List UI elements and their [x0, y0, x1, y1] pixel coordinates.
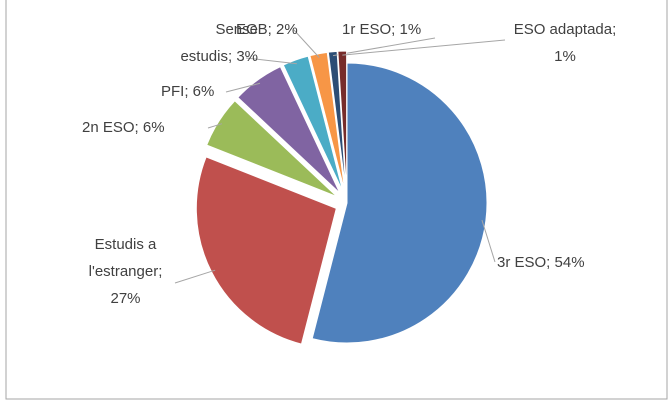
- pie-slice: [327, 50, 347, 192]
- leader-line: [332, 37, 436, 57]
- pie-slice: [237, 65, 341, 194]
- data-label: EGB; 2%: [236, 21, 298, 38]
- leader-line: [225, 82, 261, 93]
- data-label: Sense estudis; 3%: [180, 21, 258, 65]
- data-label: 1r ESO; 1%: [342, 21, 422, 38]
- pie-slice: [337, 50, 348, 192]
- data-label: 2n ESO; 6%: [82, 119, 165, 136]
- pie-slice: [309, 51, 346, 192]
- data-label: 3r ESO; 54%: [497, 254, 585, 271]
- data-label: Estudis a l'estranger; 27%: [88, 236, 163, 307]
- data-label: ESO adaptada; 1%: [513, 21, 617, 65]
- leader-line: [245, 57, 297, 65]
- chart-border: [5, 0, 668, 400]
- pie-slice: [206, 100, 338, 198]
- pie-slice: [311, 62, 488, 344]
- leader-line: [207, 123, 223, 129]
- leader-line: [174, 269, 216, 284]
- data-label: PFI; 6%: [161, 83, 215, 100]
- pie-slice: [282, 55, 344, 192]
- pie-slice: [195, 156, 337, 345]
- leader-line: [481, 219, 496, 263]
- leader-line: [342, 39, 506, 56]
- leader-line: [293, 29, 320, 58]
